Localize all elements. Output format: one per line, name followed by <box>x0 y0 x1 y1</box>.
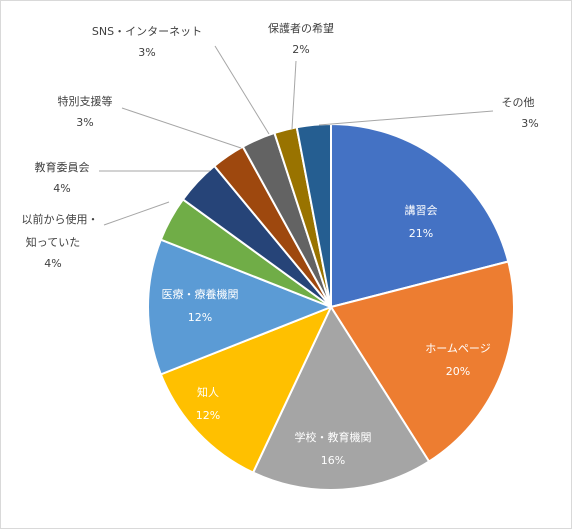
leader-line-6 <box>103 201 170 226</box>
leader-line-11 <box>318 110 494 126</box>
slice-value-6: 4% <box>44 257 61 270</box>
data-labels: 講習会 21% ホームページ 20% 学校・教育機関 16% 知人 12% 医療・療養機関 12%… <box>22 21 539 467</box>
slice-label-2: ホームページ <box>425 342 490 355</box>
slice-label-8: 特別支援等 <box>58 94 113 108</box>
pie-slice-1 <box>330 122 510 309</box>
slice-value-8: 3% <box>76 116 93 129</box>
slice-label-4: 知人 <box>197 385 219 399</box>
pie-slice-5 <box>147 238 334 376</box>
slice-label-1: 講習会 <box>405 203 438 217</box>
slice-value-9: 3% <box>138 46 155 59</box>
leader-line-10 <box>291 60 297 130</box>
slice-value-11: 3% <box>521 117 538 130</box>
leader-line-8 <box>121 107 242 149</box>
pie-slice-4 <box>159 305 333 474</box>
slice-label-6-line2: 知っていた <box>26 235 80 249</box>
slice-label-7: 教育委員会 <box>35 160 90 174</box>
slice-value-7: 4% <box>53 182 70 195</box>
slice-value-5: 12% <box>188 311 212 324</box>
leader-line-9 <box>214 45 270 135</box>
pie-slice-2 <box>329 260 515 463</box>
slice-value-2: 20% <box>446 365 470 378</box>
slice-label-3: 学校・教育機関 <box>295 430 372 444</box>
slice-label-10: 保護者の希望 <box>268 21 334 35</box>
slice-value-10: 2% <box>292 43 309 56</box>
slice-value-3: 16% <box>321 454 345 467</box>
slice-label-5: 医療・療養機関 <box>162 287 239 301</box>
leader-lines <box>99 45 494 226</box>
slice-label-9: SNS・インターネット <box>92 25 202 38</box>
slice-label-6-line1: 以前から使用・ <box>22 212 99 226</box>
slice-label-11: その他 <box>502 96 535 109</box>
slice-value-1: 21% <box>409 227 433 240</box>
slice-value-4: 12% <box>196 409 220 422</box>
pie-slice-3 <box>251 304 431 491</box>
